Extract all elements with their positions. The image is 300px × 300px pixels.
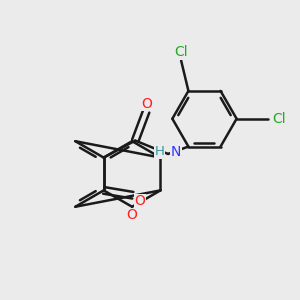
Text: O: O [141, 97, 152, 111]
Text: H: H [154, 145, 164, 158]
Text: N: N [171, 145, 181, 158]
Text: O: O [135, 194, 146, 208]
Text: Cl: Cl [272, 112, 286, 126]
Text: O: O [127, 208, 137, 222]
Text: Cl: Cl [174, 45, 188, 59]
